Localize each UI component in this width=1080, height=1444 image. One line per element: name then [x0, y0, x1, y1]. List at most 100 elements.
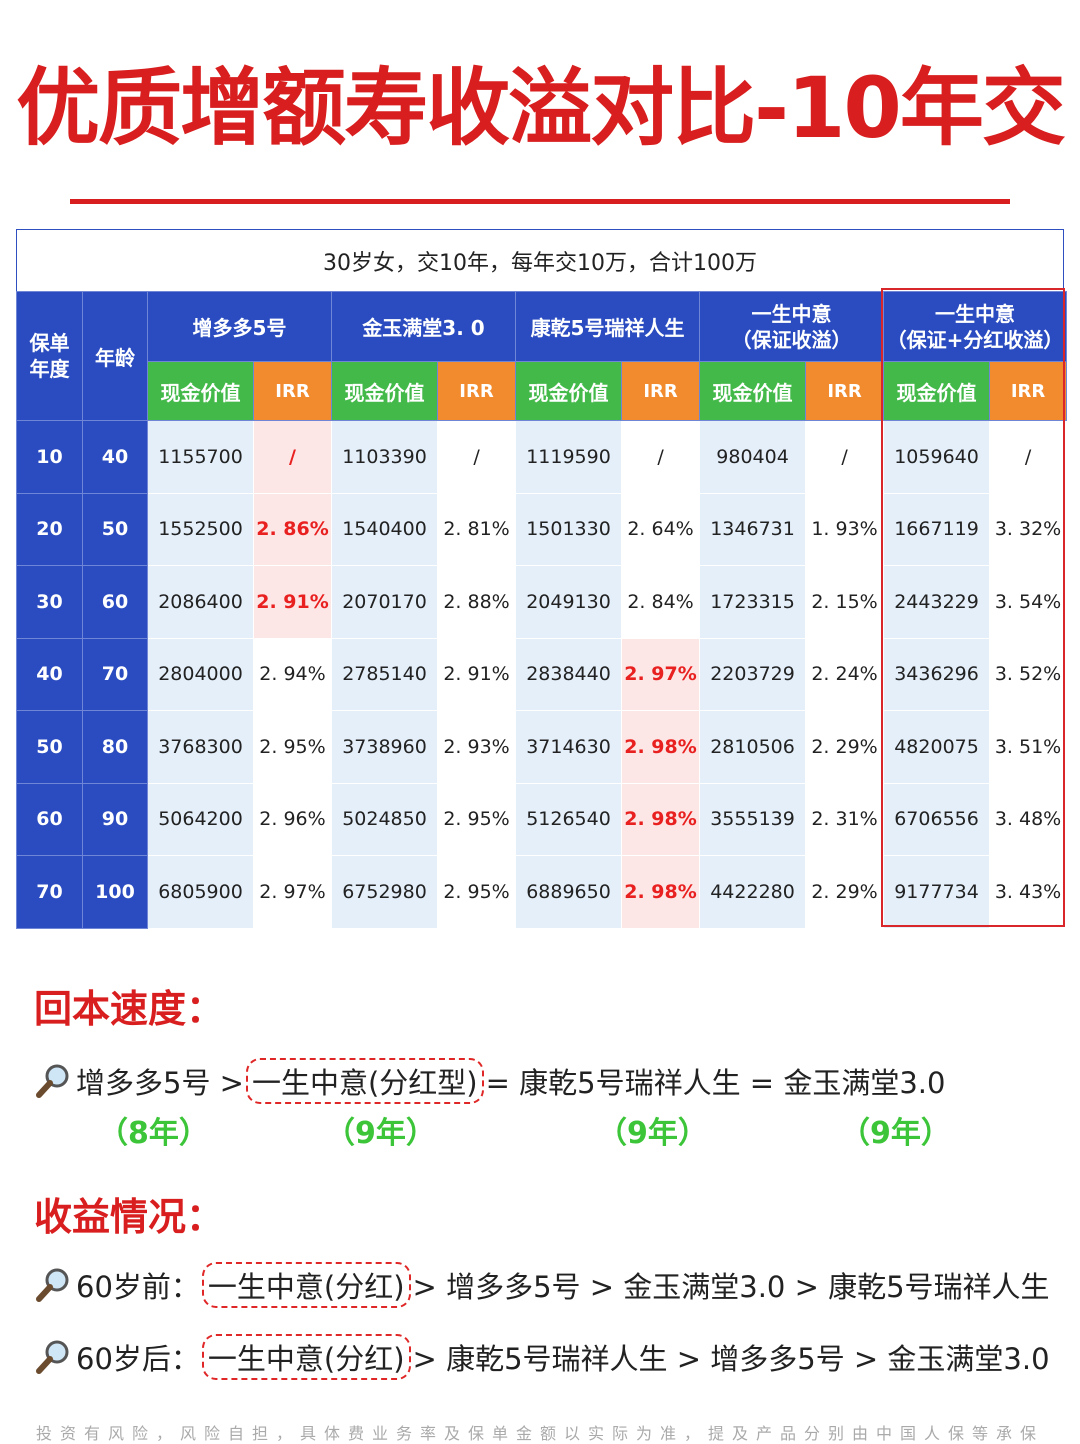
- table-row: 60 90 5064200 2. 96% 5024850 2. 95% 5126540 2. …: [16, 782, 1068, 856]
- irr-cell: 2. 29%: [805, 710, 885, 784]
- data-table: 保单 年度 年龄 增多多5号 金玉满堂3. 0 康乾5号瑞祥人生 一生中意 （保…: [16, 291, 1068, 929]
- table-row: 20 50 1552500 2. 86% 1540400 2. 81% 1501330 2. …: [16, 492, 1068, 566]
- returns-after-highlight: 一生中意(分红): [201, 1334, 411, 1380]
- cash-value-cell: 1155700: [147, 420, 254, 494]
- irr-cell: /: [989, 420, 1068, 494]
- cash-value-cell: 5126540: [515, 782, 623, 856]
- payback-text-2: = 康乾5号瑞祥人生 = 金玉满堂3.0: [485, 1066, 946, 1100]
- irr-cell: 2. 24%: [805, 637, 885, 711]
- irr-cell: /: [621, 420, 701, 494]
- irr-cell: 2. 97%: [252, 855, 333, 929]
- irr-cell: 2. 98%: [621, 855, 701, 929]
- irr-cell: 2. 31%: [805, 782, 885, 856]
- returns-before-highlight: 一生中意(分红): [201, 1262, 411, 1308]
- payback-heading: 回本速度：: [34, 987, 225, 1031]
- table-row: 40 70 2804000 2. 94% 2785140 2. 91% 2838440 2. …: [16, 637, 1068, 711]
- irr-cell: 2. 93%: [437, 710, 517, 784]
- irr-cell: 2. 64%: [621, 492, 701, 566]
- header-product-4: 一生中意 （保证收溢）: [699, 291, 885, 362]
- cash-value-cell: 4422280: [699, 855, 807, 929]
- returns-after-line: 60岁后： 一生中意(分红) > 康乾5号瑞祥人生 > 增多多5号 > 金玉满堂…: [34, 1334, 1050, 1380]
- header-policy-year: 保单 年度: [16, 291, 83, 421]
- irr-cell: 3. 51%: [989, 710, 1068, 784]
- cash-value-cell: 2049130: [515, 565, 623, 639]
- irr-cell: 2. 95%: [252, 710, 333, 784]
- cash-value-cell: 3738960: [331, 710, 439, 784]
- cash-value-cell: 980404: [699, 420, 807, 494]
- table-row: 10 40 1155700/1103390/1119590/980404/10596…: [16, 420, 1068, 494]
- cash-value-cell: 2070170: [331, 565, 439, 639]
- header-product-2: 金玉满堂3. 0: [331, 291, 517, 362]
- table-row: 30 60 2086400 2. 91% 2070170 2. 88% 2049130 2. …: [16, 565, 1068, 639]
- irr-cell: 2. 98%: [621, 782, 701, 856]
- age-cell: 40: [82, 420, 148, 494]
- cash-value-cell: 1552500: [147, 492, 254, 566]
- cash-value-cell: 2443229: [883, 565, 991, 639]
- irr-cell: 2. 91%: [252, 565, 333, 639]
- irr-cell: 3. 54%: [989, 565, 1068, 639]
- magnifier-icon: [34, 1338, 72, 1376]
- policy-year-cell: 70: [16, 855, 83, 929]
- policy-year-cell: 40: [16, 637, 83, 711]
- returns-heading: 收益情况：: [34, 1195, 225, 1239]
- irr-cell: 3. 48%: [989, 782, 1068, 856]
- page-title: 优质增额寿收溢对比-10年交: [16, 59, 1066, 157]
- irr-cell: 2. 29%: [805, 855, 885, 929]
- age-cell: 50: [82, 492, 148, 566]
- irr-cell: 2. 97%: [621, 637, 701, 711]
- header-product-1: 增多多5号: [146, 291, 333, 362]
- returns-before-line: 60岁前： 一生中意(分红) > 增多多5号 > 金玉满堂3.0 > 康乾5号瑞…: [34, 1262, 1050, 1308]
- payback-years-1: （8年）: [98, 1116, 209, 1151]
- header-age: 年龄: [82, 291, 148, 421]
- cash-value-cell: 1540400: [331, 492, 439, 566]
- irr-cell: 2. 15%: [805, 565, 885, 639]
- subheader-cash-value: 现金价值: [883, 361, 991, 421]
- policy-year-cell: 20: [16, 492, 83, 566]
- subheader-cash-value: 现金价值: [699, 361, 807, 421]
- irr-cell: 2. 94%: [252, 637, 333, 711]
- cash-value-cell: 2203729: [699, 637, 807, 711]
- irr-cell: 2. 81%: [437, 492, 517, 566]
- cash-value-cell: 2838440: [515, 637, 623, 711]
- cash-value-cell: 2804000: [147, 637, 254, 711]
- cash-value-cell: 1103390: [331, 420, 439, 494]
- irr-cell: 2. 91%: [437, 637, 517, 711]
- irr-cell: 2. 96%: [252, 782, 333, 856]
- age-cell: 90: [82, 782, 148, 856]
- irr-cell: 2. 95%: [437, 782, 517, 856]
- irr-cell: 3. 43%: [989, 855, 1068, 929]
- table-row: 50 80 3768300 2. 95% 3738960 2. 93% 3714630 2. …: [16, 710, 1068, 784]
- cash-value-cell: 1501330: [515, 492, 623, 566]
- irr-cell: 2. 84%: [621, 565, 701, 639]
- policy-year-cell: 60: [16, 782, 83, 856]
- cash-value-cell: 6805900: [147, 855, 254, 929]
- age-cell: 100: [82, 855, 148, 929]
- cash-value-cell: 3714630: [515, 710, 623, 784]
- subheader-irr: IRR: [989, 361, 1068, 421]
- magnifier-icon: [34, 1266, 72, 1304]
- cash-value-cell: 1119590: [515, 420, 623, 494]
- header-product-5: 一生中意 （保证+分红收溢）: [883, 291, 1068, 362]
- policy-year-cell: 50: [16, 710, 83, 784]
- irr-cell: /: [437, 420, 517, 494]
- cash-value-cell: 6706556: [883, 782, 991, 856]
- irr-cell: 2. 88%: [437, 565, 517, 639]
- cash-value-cell: 1667119: [883, 492, 991, 566]
- cash-value-cell: 3555139: [699, 782, 807, 856]
- irr-cell: /: [805, 420, 885, 494]
- table-caption: 30岁女，交10年，每年交10万，合计100万: [17, 230, 1063, 291]
- payback-line: 增多多5号 > 一生中意(分红型) = 康乾5号瑞祥人生 = 金玉满堂3.0: [34, 1058, 945, 1104]
- cash-value-cell: 5024850: [331, 782, 439, 856]
- policy-year-cell: 10: [16, 420, 83, 494]
- cash-value-cell: 2086400: [147, 565, 254, 639]
- payback-highlight: 一生中意(分红型): [245, 1058, 484, 1104]
- cash-value-cell: 2785140: [331, 637, 439, 711]
- cash-value-cell: 5064200: [147, 782, 254, 856]
- age-cell: 80: [82, 710, 148, 784]
- returns-before-ranking: > 增多多5号 > 金玉满堂3.0 > 康乾5号瑞祥人生: [412, 1270, 1050, 1304]
- cash-value-cell: 4820075: [883, 710, 991, 784]
- comparison-table: 30岁女，交10年，每年交10万，合计100万 保单 年度 年龄 增多多5号 金…: [16, 229, 1068, 929]
- cash-value-cell: 2810506: [699, 710, 807, 784]
- subheader-irr: IRR: [437, 361, 517, 421]
- table-row: 70 100 6805900 2. 97% 6752980 2. 95% 6889650 2.…: [16, 855, 1068, 929]
